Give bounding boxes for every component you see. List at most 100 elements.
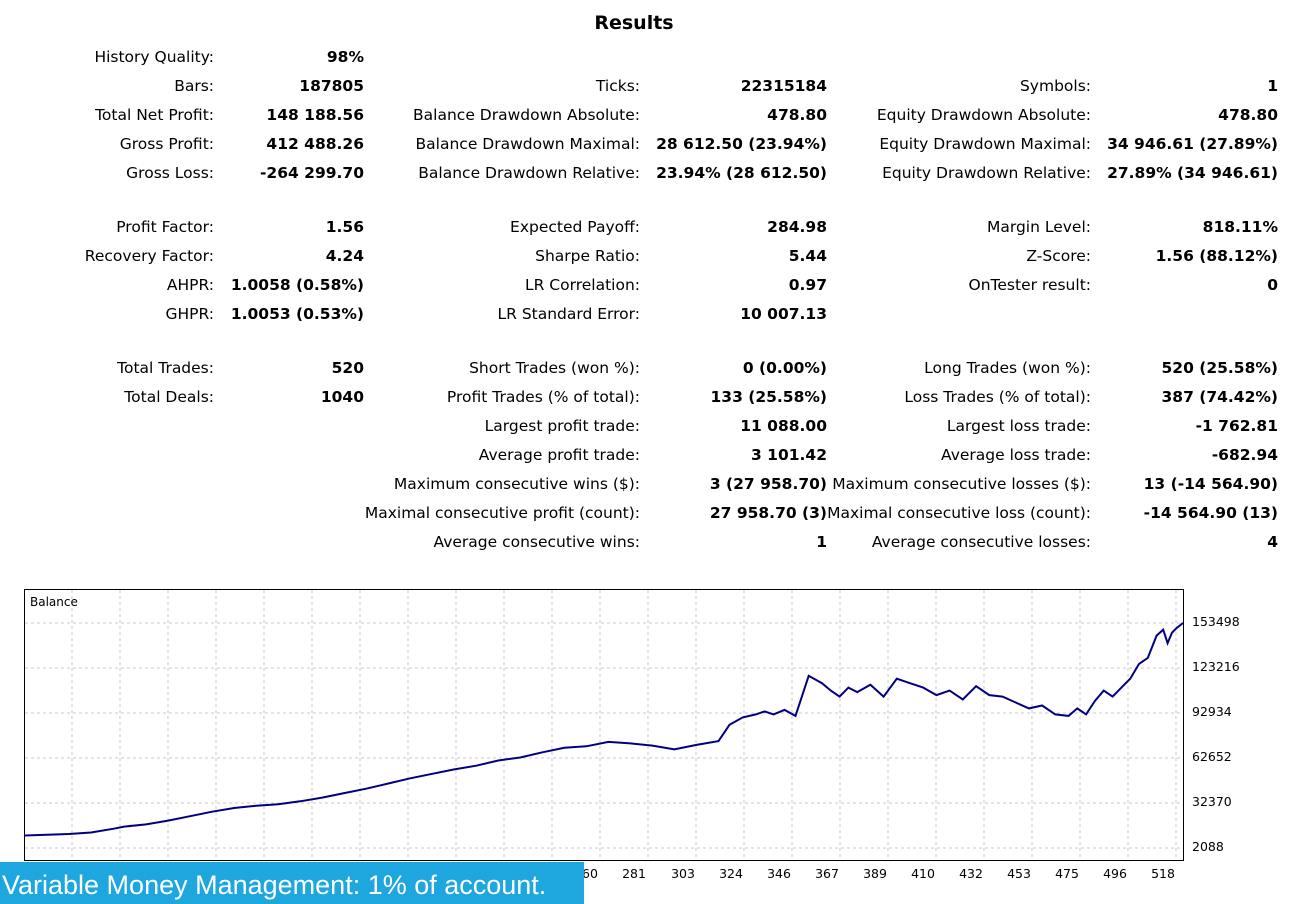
x-tick-label: 453 — [1007, 866, 1031, 881]
y-tick-label: 62652 — [1192, 749, 1232, 764]
y-tick-label: 153498 — [1192, 614, 1240, 629]
stat-value: 34 946.61 (27.89%) — [1107, 135, 1278, 153]
stat-value: 0 (0.00%) — [742, 359, 827, 377]
x-tick-label: 475 — [1055, 866, 1079, 881]
stat-label: Loss Trades (% of total): — [904, 388, 1091, 406]
stat-label: Recovery Factor: — [84, 247, 214, 265]
stat-label: Average profit trade: — [478, 446, 640, 464]
x-tick-label: 389 — [863, 866, 887, 881]
x-tick-label: 324 — [719, 866, 743, 881]
stat-label: Z-Score: — [1026, 247, 1091, 265]
results-stats: History Quality: 98% Bars: 187805 Total Net … — [84, 48, 1278, 551]
stat-label: Balance Drawdown Maximal: — [415, 135, 640, 153]
x-tick-label: 432 — [959, 866, 983, 881]
stat-value: 5.44 — [788, 247, 827, 265]
stat-value: 1.0053 (0.53%) — [230, 305, 364, 323]
stat-value: 1040 — [320, 388, 364, 406]
stat-label: Profit Trades (% of total): — [446, 388, 640, 406]
stat-label: Sharpe Ratio: — [535, 247, 640, 265]
balance-chart: Balance — [24, 589, 1184, 861]
stat-label: Balance Drawdown Absolute: — [413, 106, 640, 124]
stat-value: 13 (-14 564.90) — [1143, 475, 1278, 493]
x-tick-label: 367 — [815, 866, 839, 881]
stat-value: 133 (25.58%) — [710, 388, 827, 406]
y-tick-label: 2088 — [1192, 839, 1224, 854]
y-tick-label: 32370 — [1192, 794, 1232, 809]
y-tick-label: 92934 — [1192, 704, 1232, 719]
stat-label: Maximum consecutive losses ($): — [832, 475, 1091, 493]
stat-value: 98% — [326, 48, 364, 66]
stat-value: 1.0058 (0.58%) — [230, 276, 364, 294]
stat-label: Equity Drawdown Relative: — [882, 164, 1091, 182]
x-tick-label: 410 — [911, 866, 935, 881]
stat-value: 4 — [1267, 533, 1278, 551]
stat-label: Average consecutive losses: — [871, 533, 1091, 551]
stat-label: Maximal consecutive loss (count): — [827, 504, 1091, 522]
stat-value: 0 — [1267, 276, 1278, 294]
x-tick-label: 281 — [622, 866, 646, 881]
stat-value: 1 — [1267, 77, 1278, 95]
chart-title: Balance — [30, 595, 78, 609]
stat-label: Maximal consecutive profit (count): — [364, 504, 640, 522]
stat-value: 22315184 — [740, 77, 827, 95]
stat-label: Average consecutive wins: — [433, 533, 641, 551]
stat-label: OnTester result: — [968, 276, 1091, 294]
stat-label: Total Net Profit: — [95, 106, 214, 124]
stat-label: Total Trades: — [117, 359, 214, 377]
stat-value: 23.94% (28 612.50) — [656, 164, 827, 182]
stat-label: Profit Factor: — [116, 218, 214, 236]
x-tick-label: 346 — [767, 866, 791, 881]
stat-label: Average loss trade: — [941, 446, 1091, 464]
results-title: Results — [594, 12, 674, 34]
stat-label: GHPR: — [165, 305, 214, 323]
stat-value: -14 564.90 (13) — [1143, 504, 1278, 522]
stat-value: 148 188.56 — [266, 106, 364, 124]
stat-value: 3 (27 958.70) — [709, 475, 827, 493]
stat-label: Gross Loss: — [126, 164, 214, 182]
stat-label: Equity Drawdown Absolute: — [876, 106, 1091, 124]
stat-label: Maximum consecutive wins ($): — [393, 475, 640, 493]
stat-value: 11 088.00 — [740, 417, 827, 435]
stat-label: Long Trades (won %): — [924, 359, 1091, 377]
stat-value: 1.56 — [325, 218, 364, 236]
stat-label: Margin Level: — [986, 218, 1091, 236]
y-tick-label: 123216 — [1192, 659, 1240, 674]
stat-value: 520 (25.58%) — [1161, 359, 1278, 377]
stat-label: Expected Payoff: — [510, 218, 640, 236]
stat-value: 28 612.50 (23.94%) — [656, 135, 827, 153]
balance-chart-plot — [25, 590, 1183, 860]
stat-value: 187805 — [299, 77, 364, 95]
stat-label: Ticks: — [595, 77, 640, 95]
stat-value: 284.98 — [767, 218, 827, 236]
stat-value: 27 958.70 (3) — [709, 504, 827, 522]
x-tick-label: 496 — [1103, 866, 1127, 881]
stat-value: 0.97 — [788, 276, 827, 294]
stat-value: 818.11% — [1202, 218, 1278, 236]
stat-value: -264 299.70 — [260, 164, 364, 182]
stat-value: 412 488.26 — [266, 135, 364, 153]
stat-value: 1 — [816, 533, 827, 551]
stat-label: Balance Drawdown Relative: — [418, 164, 640, 182]
stat-value: 387 (74.42%) — [1161, 388, 1278, 406]
money-management-banner: Variable Money Management: 1% of account… — [0, 862, 584, 904]
stat-value: -1 762.81 — [1195, 417, 1278, 435]
stat-value: -682.94 — [1211, 446, 1278, 464]
stat-value: 478.80 — [1218, 106, 1278, 124]
stat-label: History Quality: — [94, 48, 214, 66]
stat-label: Largest loss trade: — [946, 417, 1091, 435]
stat-label: Total Deals: — [124, 388, 214, 406]
stat-value: 3 101.42 — [751, 446, 827, 464]
stat-value: 27.89% (34 946.61) — [1107, 164, 1278, 182]
stat-value: 478.80 — [767, 106, 827, 124]
stat-label: Bars: — [174, 77, 214, 95]
stat-label: Symbols: — [1019, 77, 1091, 95]
stat-value: 520 — [331, 359, 364, 377]
x-tick-label: 518 — [1151, 866, 1175, 881]
stat-value: 4.24 — [325, 247, 364, 265]
stat-value: 1.56 (88.12%) — [1155, 247, 1278, 265]
stat-label: Largest profit trade: — [484, 417, 640, 435]
stat-label: LR Standard Error: — [497, 305, 640, 323]
stat-value: 10 007.13 — [740, 305, 827, 323]
stat-label: AHPR: — [166, 276, 214, 294]
balance-series-line — [25, 622, 1183, 837]
